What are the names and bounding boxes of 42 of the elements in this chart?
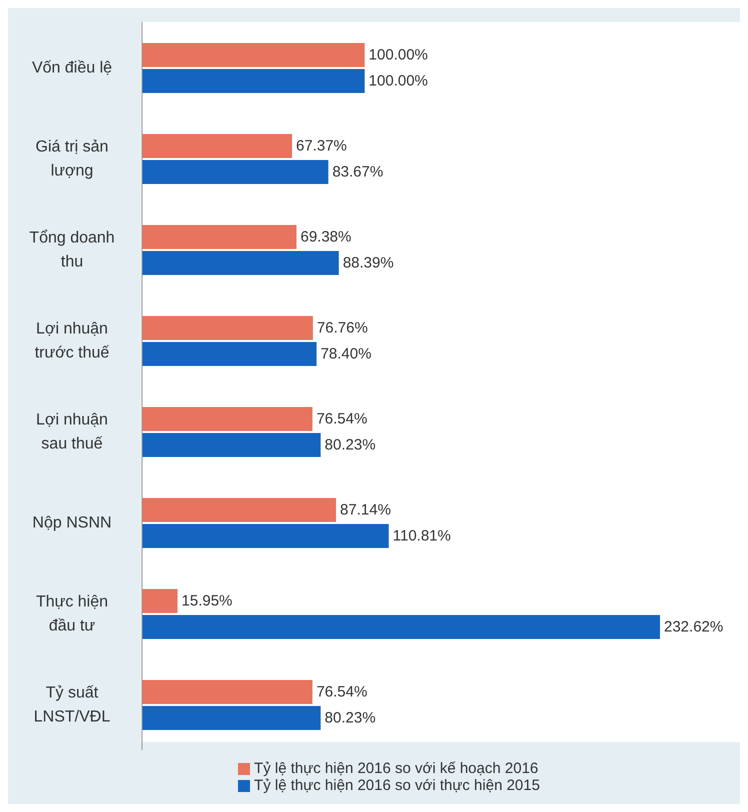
data-label: 80.23%	[324, 710, 376, 726]
bar	[142, 589, 178, 613]
bar	[142, 680, 312, 704]
y-tick-label: Tỷ suất LNST/VĐL	[34, 684, 110, 725]
y-tick-label: Vốn điều lệ	[32, 59, 112, 76]
bar	[142, 316, 313, 340]
bar	[142, 524, 389, 548]
bar	[142, 407, 312, 431]
bar	[142, 69, 365, 93]
y-tick-label: Giá trị sản lượng	[36, 138, 108, 179]
bar	[142, 706, 321, 730]
data-label: 100.00%	[368, 46, 428, 64]
legend-label: Tỷ lệ thực hiện 2016 so với thực hiện 2015	[254, 777, 540, 794]
data-label: 232.62%	[664, 618, 724, 636]
y-tick-label: Thực hiện đầu tư	[36, 593, 108, 634]
legend-label: Tỷ lệ thực hiện 2016 so với kế hoạch 2016	[254, 760, 538, 777]
data-label: 76.54%	[316, 684, 368, 700]
data-label: 110.81%	[392, 528, 451, 544]
y-tick-label: Tổng doanh thu	[29, 229, 115, 270]
bar	[142, 43, 365, 67]
data-label: 88.39%	[342, 254, 394, 272]
bar	[142, 134, 292, 158]
data-label: 15.95%	[182, 592, 232, 610]
data-label: 80.23%	[324, 436, 376, 454]
y-tick-label: Lợi nhuận sau thuế	[36, 411, 108, 452]
bar	[142, 498, 336, 522]
y-tick-label: Lợi nhuận trước thuế	[34, 320, 110, 361]
bar	[142, 433, 321, 457]
data-label: 69.38%	[300, 228, 352, 246]
y-tick-label: Nộp NSNN	[32, 514, 112, 531]
data-label: 76.54%	[316, 410, 368, 428]
data-label: 78.40%	[320, 346, 372, 362]
data-label: 83.67%	[332, 164, 384, 180]
bar	[142, 225, 296, 249]
bar	[142, 251, 339, 275]
bar	[142, 342, 317, 366]
bar	[142, 160, 328, 184]
data-label: 100.00%	[368, 72, 428, 90]
bar	[142, 615, 660, 639]
data-label: 67.37%	[296, 138, 347, 154]
data-label: 76.76%	[316, 320, 368, 336]
data-label: 87.14%	[340, 502, 391, 518]
